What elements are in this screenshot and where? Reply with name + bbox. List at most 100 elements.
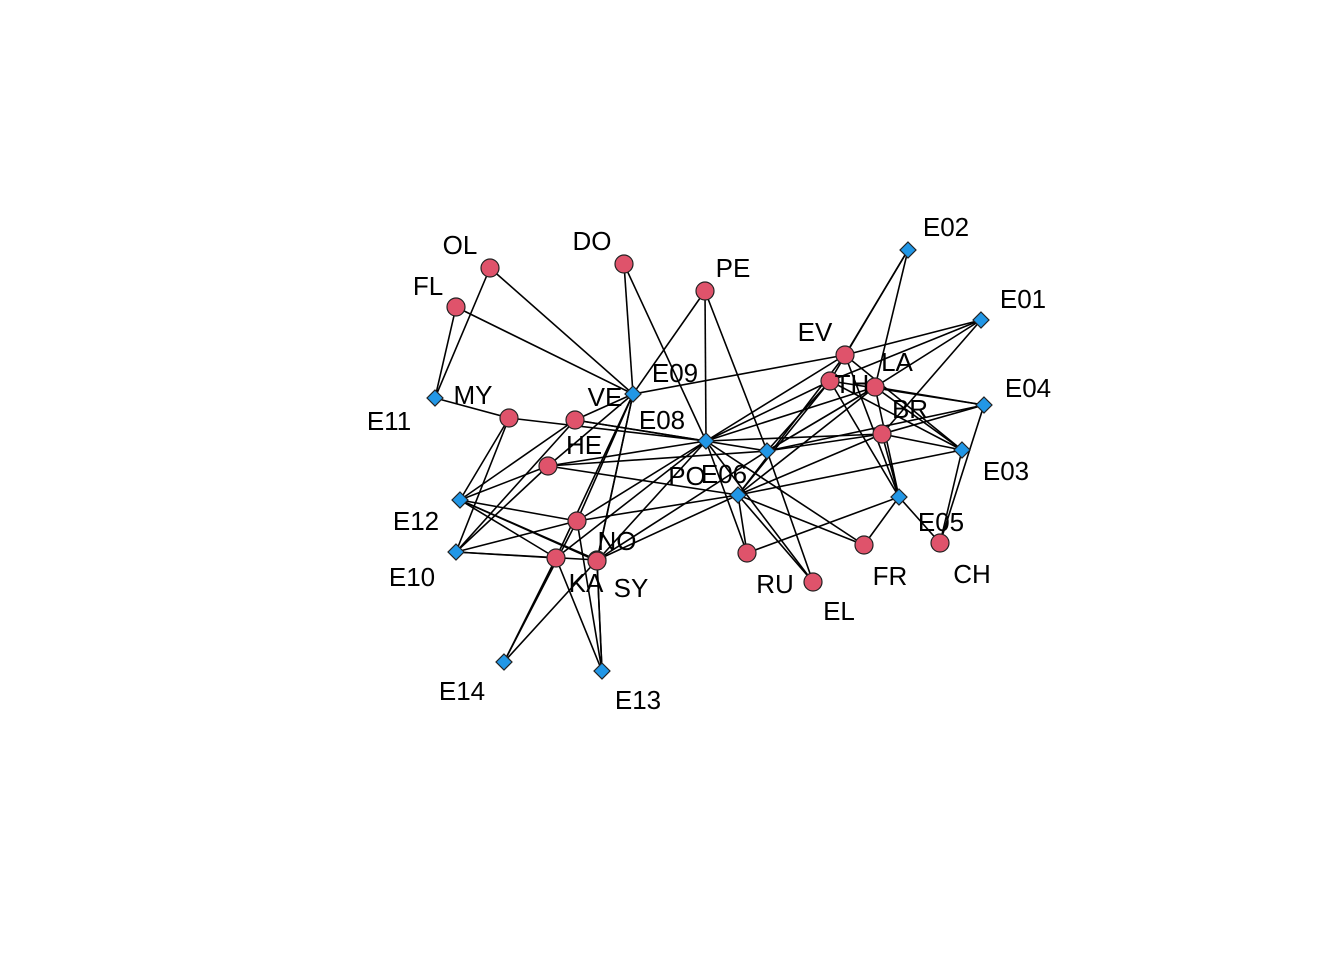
- label-e14: E14: [439, 676, 485, 706]
- label-ev: EV: [798, 317, 833, 347]
- edge-po-e13: [576, 520, 603, 672]
- label-ka: KA: [569, 568, 604, 598]
- edge-po-e06: [576, 494, 739, 522]
- edge-br-e03: [881, 433, 963, 451]
- edge-ka-e10: [455, 551, 557, 559]
- event-node-e01: [972, 311, 990, 329]
- label-he: HE: [566, 430, 602, 460]
- event-node-e05: [890, 488, 908, 506]
- edge-th-e01: [829, 319, 982, 382]
- label-do: DO: [573, 226, 612, 256]
- person-node-sy: [587, 551, 607, 571]
- edge-ev-e05: [844, 354, 900, 498]
- edge-e06-e03: [737, 449, 963, 496]
- edge-la-e02: [874, 249, 909, 388]
- edge-br-e04: [881, 404, 985, 435]
- label-e11: E11: [367, 406, 411, 436]
- edge-he-e07: [547, 450, 768, 467]
- edge-he-e12: [459, 465, 549, 501]
- edge-ka-e13: [555, 557, 603, 672]
- person-node-th: [820, 371, 840, 391]
- edge-el-e07: [766, 450, 814, 583]
- node-layer: [426, 241, 993, 680]
- edge-la-e07: [766, 386, 876, 452]
- label-e05: E05: [918, 507, 964, 537]
- edge-br-e08: [705, 433, 883, 442]
- label-ru: RU: [756, 569, 794, 599]
- person-node-br: [872, 424, 892, 444]
- event-node-e08: [697, 432, 715, 450]
- edge-sy-e13: [596, 560, 603, 672]
- event-node-e07: [758, 442, 776, 460]
- edge-po-e10: [455, 520, 578, 553]
- edge-ev-e08: [705, 354, 846, 442]
- person-node-po: [567, 511, 587, 531]
- edge-sy-e08: [596, 440, 707, 562]
- label-sy: SY: [614, 573, 649, 603]
- label-po: PO: [668, 461, 706, 491]
- person-node-ru: [737, 543, 757, 563]
- edge-ev-e03: [844, 354, 963, 451]
- edge-ev-e01: [844, 319, 982, 356]
- edge-br-e01: [881, 319, 982, 435]
- edge-no-e06: [596, 494, 739, 561]
- label-no: NO: [598, 526, 637, 556]
- label-e13: E13: [615, 685, 661, 715]
- edge-my-e08: [508, 417, 707, 442]
- edge-ol-e09: [489, 267, 634, 395]
- label-e06: E06: [701, 459, 747, 489]
- person-node-he: [538, 456, 558, 476]
- edge-he-e08: [547, 440, 707, 467]
- person-node-ve: [565, 410, 585, 430]
- event-node-e12: [451, 491, 469, 509]
- edge-no-e14: [503, 559, 598, 663]
- edge-ru-e05: [746, 496, 900, 554]
- edge-fr-e06: [737, 494, 865, 546]
- edge-ch-e03: [939, 449, 963, 544]
- edge-pe-e09: [632, 290, 706, 395]
- edge-sy-e12: [459, 499, 598, 562]
- edge-el-e08: [705, 440, 814, 583]
- edge-la-e08: [705, 386, 876, 442]
- edge-th-e05: [829, 380, 900, 498]
- edge-la-e06: [737, 386, 876, 496]
- edge-layer: [434, 249, 985, 672]
- label-th: TH: [835, 369, 870, 399]
- label-ve: VE: [588, 382, 623, 412]
- edge-he-e10: [455, 465, 549, 553]
- event-node-e06: [729, 486, 747, 504]
- edge-po-e12: [459, 499, 578, 522]
- person-node-ch: [930, 533, 950, 553]
- edge-br-e05: [881, 433, 900, 498]
- edge-ch-e05: [898, 496, 941, 544]
- edge-th-e03: [829, 380, 963, 451]
- event-node-e02: [899, 241, 917, 259]
- label-fr: FR: [873, 561, 908, 591]
- label-e10: E10: [389, 562, 435, 592]
- edge-fr-e08: [705, 440, 865, 546]
- edge-la-e01: [874, 319, 982, 388]
- edge-ru-e08: [705, 440, 748, 554]
- event-node-e11: [426, 389, 444, 407]
- edge-no-e07: [596, 450, 768, 561]
- edge-ev-e09: [632, 354, 846, 395]
- event-node-e04: [975, 396, 993, 414]
- edge-th-e08: [705, 380, 831, 442]
- label-e09: E09: [652, 358, 698, 388]
- edge-fl-e11: [434, 306, 457, 399]
- edge-ka-e12: [459, 499, 557, 559]
- edge-br-e06: [737, 433, 883, 496]
- person-node-la: [865, 377, 885, 397]
- edge-ve-e12: [459, 419, 576, 501]
- edge-th-e07: [766, 380, 831, 452]
- label-el: EL: [823, 596, 855, 626]
- label-br: BR: [892, 394, 928, 424]
- edge-ve-e09: [574, 393, 634, 421]
- label-e02: E02: [923, 212, 969, 242]
- event-node-e03: [953, 441, 971, 459]
- event-node-e09: [624, 385, 642, 403]
- edge-fl-e09: [455, 306, 634, 395]
- edge-ol-e11: [434, 267, 491, 399]
- person-node-my: [499, 408, 519, 428]
- edge-fr-e05: [863, 496, 900, 546]
